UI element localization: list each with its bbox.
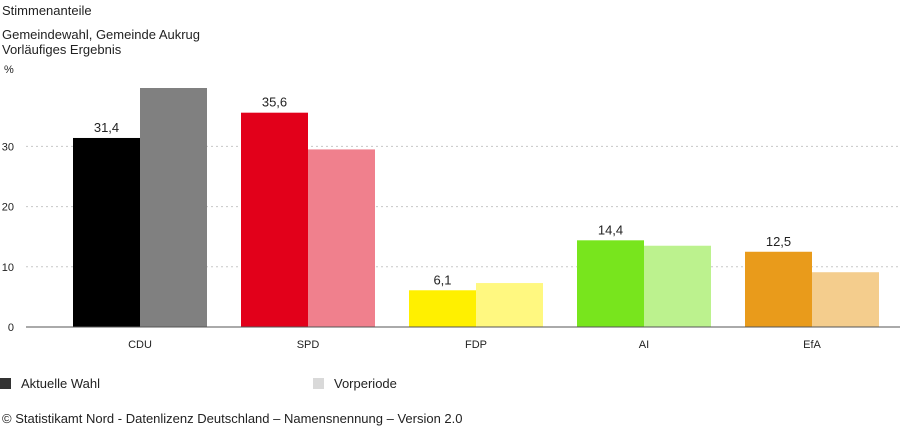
y-tick-label-0: 0 — [8, 322, 14, 334]
bar-chart: % 0 10 20 30 31,4 CDU 35,6 SPD 6,1 FDP 14,4 AI 12,5 Ef… — [2, 64, 900, 351]
x-tick-label-spd: SPD — [297, 339, 320, 351]
legend-item-previous: Vorperiode — [313, 376, 397, 391]
legend-item-current: Aktuelle Wahl — [0, 376, 100, 391]
bar-fdp-current — [409, 290, 476, 327]
x-tick-label-cdu: CDU — [128, 339, 152, 351]
x-tick-label-ai: AI — [639, 339, 649, 351]
y-tick-label-20: 20 — [2, 202, 14, 214]
data-label-ai: 14,4 — [598, 222, 623, 237]
y-axis-unit-label: % — [4, 64, 14, 76]
data-label-spd: 35,6 — [262, 95, 287, 110]
x-tick-label-efa: EfA — [803, 339, 821, 351]
chart-title: Stimmenanteile — [2, 3, 92, 18]
bar-ai-current — [577, 240, 644, 327]
bar-spd-current — [241, 112, 308, 327]
bar-efa-previous — [812, 272, 879, 327]
bar-efa-current — [745, 251, 812, 327]
bar-cdu-current — [73, 137, 140, 327]
legend-swatch-current — [0, 378, 11, 389]
legend-label-current: Aktuelle Wahl — [21, 376, 100, 391]
data-label-efa: 12,5 — [766, 234, 791, 249]
data-label-fdp: 6,1 — [433, 272, 451, 287]
y-tick-label-30: 30 — [2, 141, 14, 153]
chart-subtitle-line2: Vorläufiges Ergebnis — [2, 42, 122, 57]
copyright-footer: © Statistikamt Nord - Datenlizenz Deutsc… — [2, 411, 463, 426]
x-tick-label-fdp: FDP — [465, 339, 487, 351]
data-label-cdu: 31,4 — [94, 120, 119, 135]
bar-ai-previous — [644, 245, 711, 327]
bar-spd-previous — [308, 149, 375, 327]
legend-label-previous: Vorperiode — [334, 376, 397, 391]
bar-fdp-previous — [476, 283, 543, 327]
chart-subtitle-line1: Gemeindewahl, Gemeinde Aukrug — [2, 27, 201, 42]
y-tick-label-10: 10 — [2, 262, 14, 274]
bar-cdu-previous — [140, 88, 207, 327]
legend-swatch-previous — [313, 378, 324, 389]
